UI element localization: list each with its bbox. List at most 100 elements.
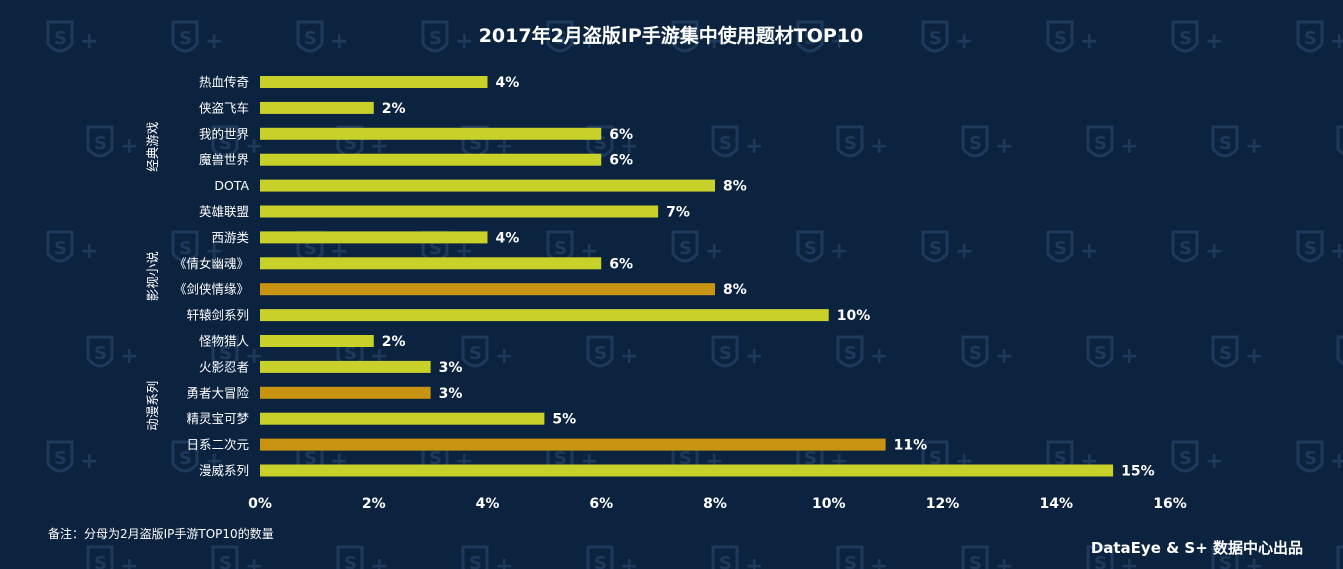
watermark-badge: +S	[171, 440, 223, 474]
watermark-badge: +S	[211, 125, 263, 159]
watermark-text: S	[844, 133, 857, 154]
data-label: 6%	[609, 256, 633, 272]
watermark-text: +	[870, 344, 888, 369]
bar	[260, 231, 488, 244]
watermark-text: +	[1120, 554, 1138, 569]
watermark-text: +	[1330, 29, 1343, 54]
watermark-text: S	[1094, 553, 1107, 569]
watermark-badge: +S	[711, 335, 763, 369]
watermark-text: S	[1054, 28, 1067, 49]
watermark-badge: +S	[86, 545, 138, 569]
watermark-badge: +S	[171, 20, 223, 54]
watermark-badge: +S	[1171, 440, 1223, 474]
data-label: 4%	[496, 75, 520, 91]
watermark-text: +	[245, 134, 263, 159]
watermark-text: S	[554, 448, 567, 469]
watermark-badge: +S	[1336, 545, 1343, 569]
watermark-text: +	[80, 239, 98, 264]
watermark-text: +	[80, 449, 98, 474]
watermark-badge: +S	[1296, 20, 1343, 54]
watermark-badge: +S	[1211, 545, 1263, 569]
watermark-badge: +S	[296, 20, 348, 54]
category-label: 魔兽世界	[199, 152, 250, 167]
category-label: 怪物猎人	[199, 334, 250, 349]
bar	[260, 179, 715, 192]
watermark-text: +	[870, 134, 888, 159]
watermark-text: S	[929, 28, 942, 49]
data-label: 10%	[837, 308, 871, 324]
watermark-badge: +S	[921, 20, 973, 54]
watermark-badge: +S	[1296, 440, 1343, 474]
watermark-text: S	[219, 133, 232, 154]
watermark-text: S	[594, 343, 607, 364]
watermark-text: S	[344, 553, 357, 569]
bar	[260, 283, 715, 296]
watermark-text: S	[469, 343, 482, 364]
watermark-text: +	[830, 29, 848, 54]
watermark-text: +	[1330, 449, 1343, 474]
bar	[260, 76, 488, 88]
watermark-badge: +S	[921, 230, 973, 264]
watermark-badge: +S	[171, 230, 223, 264]
watermark-text: S	[969, 553, 982, 569]
watermark-text: S	[929, 238, 942, 259]
x-tick-label: 0%	[248, 496, 272, 512]
bar	[260, 412, 545, 425]
watermark-text: +	[745, 134, 763, 159]
watermark-badge: +S	[1046, 20, 1098, 54]
bar	[260, 464, 1114, 477]
bar	[260, 127, 602, 140]
category-label: 我的世界	[199, 126, 250, 141]
watermark-text: +	[370, 554, 388, 569]
watermark-badge: +S	[421, 20, 473, 54]
watermark-text: +	[620, 344, 638, 369]
group-label: 影视小说	[145, 251, 160, 301]
watermark-text: S	[1219, 343, 1232, 364]
data-label: 5%	[552, 412, 576, 428]
watermark-text: +	[955, 29, 973, 54]
watermark-text: S	[929, 448, 942, 469]
watermark-text: +	[455, 29, 473, 54]
watermark-text: S	[1054, 238, 1067, 259]
watermark-badge: +S	[836, 125, 888, 159]
watermark-text: +	[1245, 344, 1263, 369]
bar	[260, 101, 374, 114]
watermark-text: S	[679, 28, 692, 49]
data-label: 2%	[382, 101, 406, 117]
watermark-text: +	[705, 239, 723, 264]
watermark-badge: +S	[1211, 335, 1263, 369]
data-label: 11%	[894, 438, 928, 454]
watermark-text: +	[205, 29, 223, 54]
x-tick-label: 14%	[1039, 496, 1073, 512]
watermark-text: +	[995, 344, 1013, 369]
watermark-badge: +S	[1171, 230, 1223, 264]
watermark-badge: +S	[836, 335, 888, 369]
watermark-badge: +S	[1086, 125, 1138, 159]
watermark-badge: +S	[1046, 230, 1098, 264]
watermark-text: S	[54, 238, 67, 259]
x-tick-label: 4%	[476, 496, 500, 512]
watermark-text: +	[205, 449, 223, 474]
bar	[260, 309, 829, 322]
watermark-text: S	[1304, 238, 1317, 259]
watermark-text: +	[1120, 344, 1138, 369]
watermark-text: S	[54, 28, 67, 49]
watermark-text: S	[94, 553, 107, 569]
watermark-text: +	[1205, 449, 1223, 474]
bar	[260, 205, 659, 218]
watermark-text: S	[219, 343, 232, 364]
watermark-text: S	[679, 448, 692, 469]
watermark-badge: +S	[211, 545, 263, 569]
watermark-text: S	[1179, 238, 1192, 259]
x-tick-label: 6%	[589, 496, 613, 512]
watermark-text: +	[620, 134, 638, 159]
watermark-badge: +S	[1296, 230, 1343, 264]
data-label: 3%	[439, 386, 463, 402]
watermark-text: S	[594, 553, 607, 569]
watermark-text: S	[554, 28, 567, 49]
category-label: 《剑侠情缘》	[174, 282, 249, 297]
category-label: 英雄联盟	[199, 204, 249, 219]
watermark-badge: +S	[546, 20, 598, 54]
category-label: 轩辕剑系列	[186, 308, 249, 323]
